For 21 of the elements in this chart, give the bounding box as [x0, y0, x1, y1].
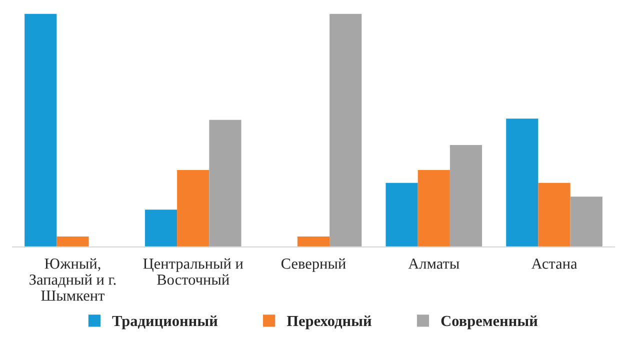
bar: [24, 14, 57, 247]
bar: [538, 182, 570, 247]
legend-label: Переходный: [286, 315, 372, 330]
legend-label: Традиционный: [112, 315, 218, 330]
x-tick-label: Южный, Западный и г. Шымкент: [30, 258, 116, 301]
x-tick-label: Центральный и Восточный: [143, 258, 244, 285]
x-tick-label: Алматы: [408, 258, 460, 269]
bar: [144, 210, 178, 247]
x-tick-label: Астана: [531, 258, 578, 269]
legend-label: Современный: [441, 315, 538, 330]
bar: [506, 118, 538, 247]
bar: [56, 236, 89, 247]
bar: [297, 236, 330, 247]
bar: [386, 182, 418, 247]
bar: [177, 170, 210, 247]
bar: [450, 145, 482, 247]
bar: [570, 196, 602, 247]
bar: [330, 14, 362, 247]
bar: [418, 170, 450, 247]
bar: [209, 120, 242, 247]
x-tick-label: Северный: [281, 258, 346, 272]
